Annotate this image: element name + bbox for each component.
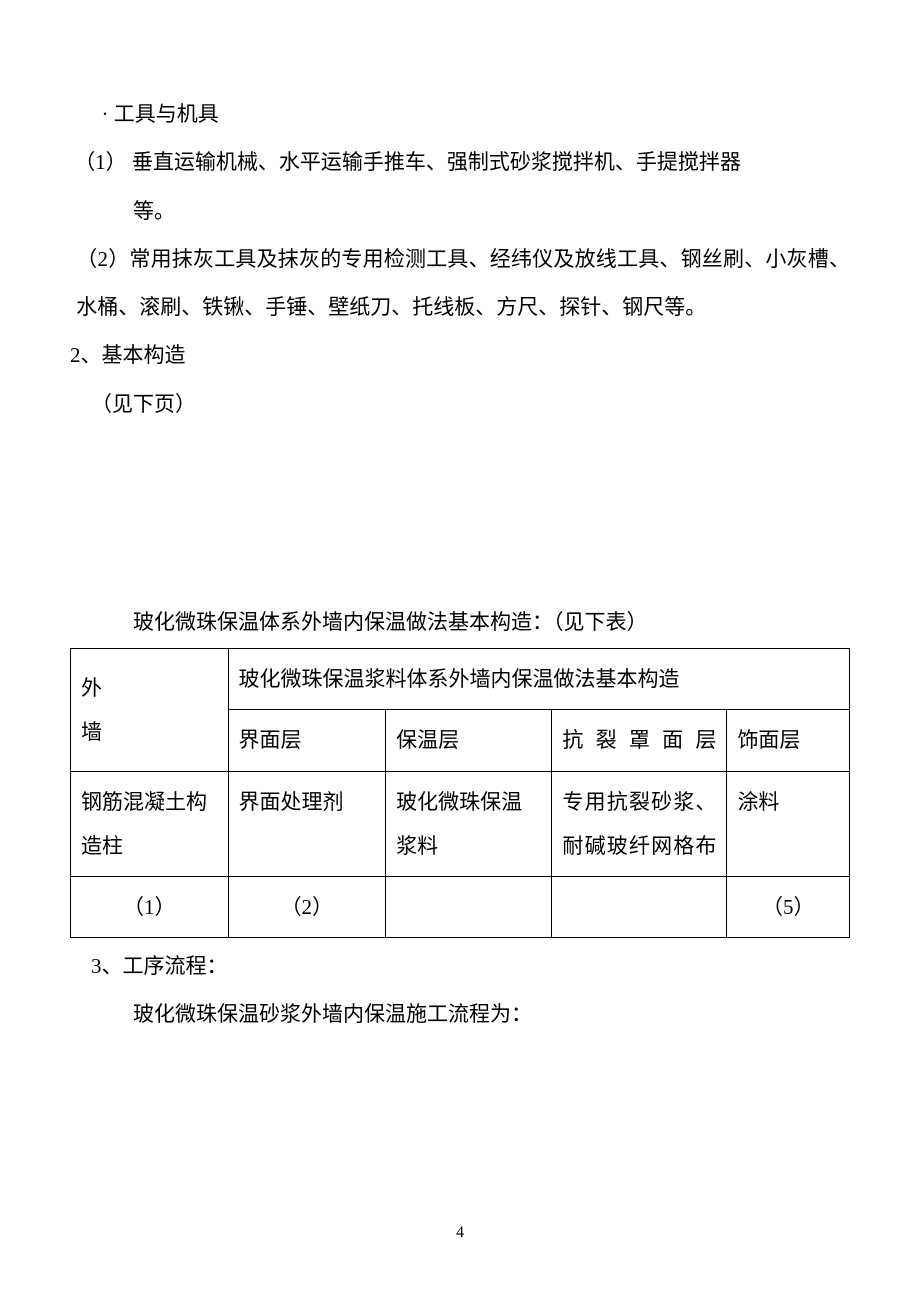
list-item-2: （2）常用抹灰工具及抹灰的专用检测工具、经纬仪及放线工具、钢丝刷、小灰槽、水桶、… — [70, 235, 850, 332]
table-row: 钢筋混凝土构造柱 界面处理剂 玻化微珠保温浆料 专用抗裂砂浆、耐碱玻纤网格布 涂… — [71, 771, 850, 876]
table-cell: （1） — [71, 876, 229, 937]
table-subheader: 保温层 — [386, 710, 552, 771]
table-cell: 涂料 — [727, 771, 850, 876]
vertical-spacer — [70, 428, 850, 598]
table-header-merged: 玻化微珠保温浆料体系外墙内保温做法基本构造 — [228, 649, 849, 710]
construction-table: 外 墙 玻化微珠保温浆料体系外墙内保温做法基本构造 界面层 保温层 抗裂罩面层 … — [70, 648, 850, 937]
section-3-line: 玻化微珠保温砂浆外墙内保温施工流程为： — [70, 990, 850, 1038]
list-item-1: （1） 垂直运输机械、水平运输手推车、强制式砂浆搅拌机、手提搅拌器 — [70, 138, 850, 186]
table-subheader: 抗裂罩面层 — [552, 710, 727, 771]
table-cell: 玻化微珠保温浆料 — [386, 771, 552, 876]
table-header-left: 外 墙 — [71, 649, 229, 771]
table-cell: 界面处理剂 — [228, 771, 386, 876]
see-below-note: （见下页） — [70, 380, 850, 428]
table-row: （1） （2） （5） — [71, 876, 850, 937]
table-cell: （2） — [228, 876, 386, 937]
table-cell: 专用抗裂砂浆、耐碱玻纤网格布 — [552, 771, 727, 876]
table-title: 玻化微珠保温体系外墙内保温做法基本构造：（见下表） — [70, 598, 850, 646]
item1-line1: 垂直运输机械、水平运输手推车、强制式砂浆搅拌机、手提搅拌器 — [132, 150, 741, 174]
item1-line2: 等。 — [70, 187, 850, 235]
table-cell — [386, 876, 552, 937]
page-number: 4 — [0, 1224, 920, 1242]
section-3-heading: 3、工序流程： — [70, 942, 850, 990]
item1-label: （1） — [74, 150, 127, 174]
section-2-heading: 2、基本构造 — [70, 331, 850, 379]
table-cell — [552, 876, 727, 937]
wall-label: 外 墙 — [81, 676, 194, 744]
table-subheader: 饰面层 — [727, 710, 850, 771]
bullet-heading: · 工具与机具 — [70, 90, 850, 138]
table-subheader: 界面层 — [228, 710, 386, 771]
table-cell: （5） — [727, 876, 850, 937]
document-body: · 工具与机具 （1） 垂直运输机械、水平运输手推车、强制式砂浆搅拌机、手提搅拌… — [70, 90, 850, 1038]
table-cell: 钢筋混凝土构造柱 — [71, 771, 229, 876]
table-row: 外 墙 玻化微珠保温浆料体系外墙内保温做法基本构造 — [71, 649, 850, 710]
